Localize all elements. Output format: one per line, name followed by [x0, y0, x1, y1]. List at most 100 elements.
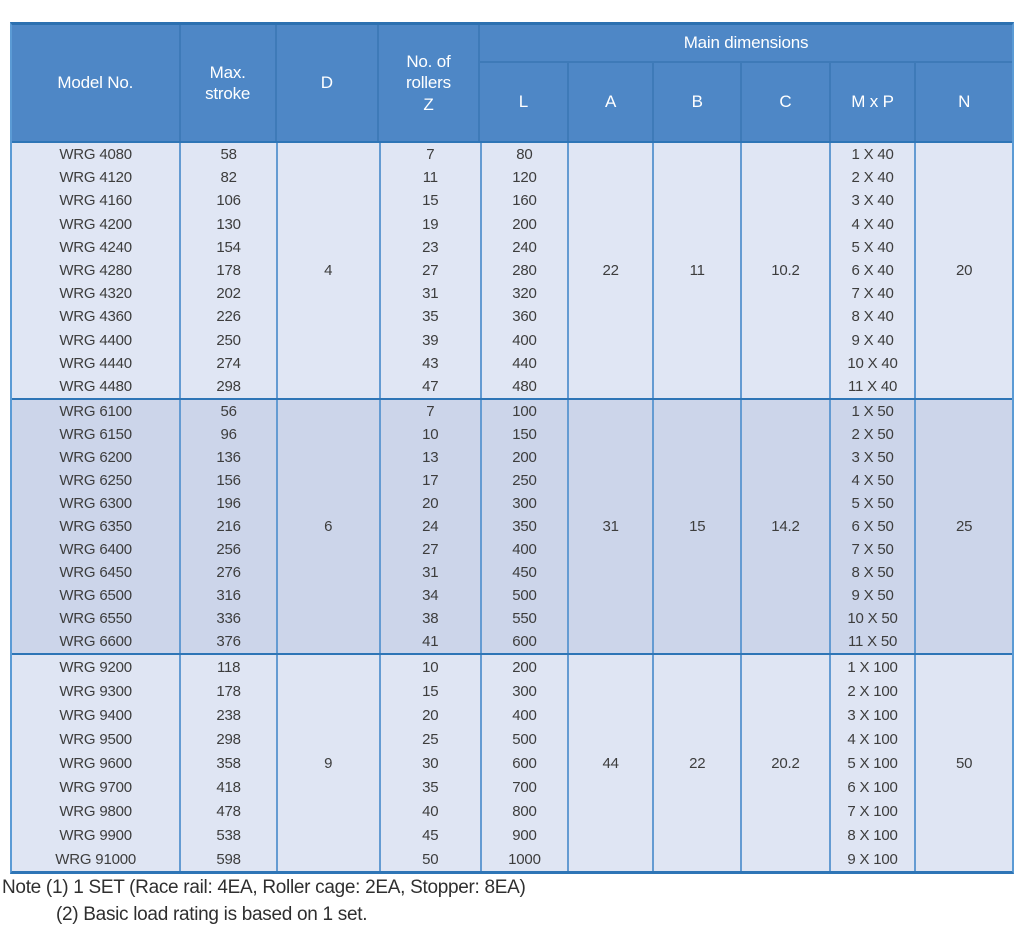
cell-l: 500 — [512, 730, 537, 748]
cell-l: 200 — [512, 658, 537, 676]
header-main-dimensions-label: Main dimensions — [683, 33, 809, 52]
cell-d: 9 — [324, 754, 333, 772]
cell-z: 20 — [422, 706, 439, 724]
cell-z: 41 — [422, 633, 439, 650]
cell-z: 19 — [422, 215, 439, 233]
cell-z: 7 — [426, 146, 435, 164]
table-body: WRG 4080 WRG 4120 WRG 4160 WRG 4200 WRG 4240… — [12, 141, 1012, 871]
cell-z: 10 — [422, 426, 439, 443]
table-group-2: WRG 6100 WRG 6150 WRG 6200 WRG 6250 WRG 6300… — [12, 398, 1012, 653]
header-a: A — [566, 63, 653, 141]
cell-stroke: 154 — [216, 238, 241, 256]
header-n: N — [914, 63, 1012, 141]
cell-model: WRG 4440 — [59, 354, 132, 372]
cell-z: 34 — [422, 587, 439, 604]
column-stroke: 118 178 238 298 358 418 478 538 598 — [179, 655, 276, 871]
cell-stroke: 178 — [216, 682, 241, 700]
cell-mxp: 4 X 100 — [847, 730, 898, 748]
column-mxp: 1 X 100 2 X 100 3 X 100 4 X 100 5 X 100 6 X 1… — [828, 655, 915, 871]
note-line-1: Note (1) 1 SET (Race rail: 4EA, Roller c… — [2, 877, 526, 898]
column-stroke: 58 82 106 130 154 178 202 226 250 274 298 — [179, 143, 276, 398]
header-model-no-label: Model No. — [57, 73, 134, 93]
spec-table: Model No. Max. stroke D No. of rollers Z… — [10, 22, 1014, 874]
cell-mxp: 2 X 40 — [851, 169, 894, 187]
cell-model: WRG 6550 — [59, 610, 132, 627]
column-a: 22 — [566, 143, 653, 398]
cell-mxp: 4 X 50 — [851, 472, 894, 489]
header-mxp-label: M x P — [851, 92, 894, 111]
cell-model: WRG 4080 — [59, 146, 132, 164]
cell-model: WRG 4120 — [59, 169, 132, 187]
cell-stroke: 418 — [216, 778, 241, 796]
header-main-dimensions-group: Main dimensions L A B C M x P N — [478, 25, 1012, 141]
cell-mxp: 8 X 100 — [847, 826, 898, 844]
cell-stroke: 358 — [216, 754, 241, 772]
cell-stroke: 376 — [216, 633, 241, 650]
cell-l: 440 — [512, 354, 537, 372]
column-z: 7 10 13 17 20 24 27 31 34 38 41 — [378, 400, 481, 653]
cell-mxp: 3 X 50 — [851, 449, 894, 466]
cell-l: 800 — [512, 802, 537, 820]
cell-z: 20 — [422, 495, 439, 512]
header-l: L — [480, 63, 567, 141]
column-d: 6 — [275, 400, 379, 653]
cell-z: 25 — [422, 730, 439, 748]
cell-stroke: 196 — [216, 495, 241, 512]
cell-a: 22 — [602, 262, 619, 279]
cell-model: WRG 9900 — [59, 826, 132, 844]
column-model: WRG 9200 WRG 9300 WRG 9400 WRG 9500 WRG 9600… — [12, 655, 179, 871]
header-z-line3: Z — [423, 94, 434, 114]
cell-z: 13 — [422, 449, 439, 466]
cell-stroke: 56 — [220, 403, 237, 420]
header-d: D — [274, 25, 377, 141]
table-header: Model No. Max. stroke D No. of rollers Z… — [12, 25, 1012, 141]
column-z: 7 11 15 19 23 27 31 35 39 43 47 — [378, 143, 481, 398]
column-n: 25 — [914, 400, 1012, 653]
cell-stroke: 178 — [216, 262, 241, 280]
cell-model: WRG 9400 — [59, 706, 132, 724]
cell-stroke: 250 — [216, 331, 241, 349]
column-z: 10 15 20 25 30 35 40 45 50 — [378, 655, 481, 871]
column-n: 20 — [914, 143, 1012, 398]
cell-mxp: 7 X 40 — [851, 285, 894, 303]
column-c: 20.2 — [740, 655, 829, 871]
cell-mxp: 10 X 40 — [847, 354, 898, 372]
cell-model: WRG 9500 — [59, 730, 132, 748]
header-z-line2: rollers — [405, 73, 451, 93]
cell-l: 200 — [512, 215, 537, 233]
cell-n: 25 — [956, 518, 973, 535]
cell-stroke: 130 — [216, 215, 241, 233]
cell-model: WRG 4320 — [59, 285, 132, 303]
cell-model: WRG 6100 — [59, 403, 132, 420]
cell-a: 31 — [602, 518, 619, 535]
cell-z: 43 — [422, 354, 439, 372]
cell-l: 200 — [512, 449, 537, 466]
header-d-label: D — [320, 73, 333, 93]
cell-l: 120 — [512, 169, 537, 187]
cell-stroke: 316 — [216, 587, 241, 604]
cell-l: 300 — [512, 495, 537, 512]
cell-mxp: 7 X 50 — [851, 541, 894, 558]
column-l: 80 120 160 200 240 280 320 360 400 440 480 — [480, 143, 567, 398]
cell-z: 15 — [422, 192, 439, 210]
cell-model: WRG 9200 — [59, 658, 132, 676]
cell-z: 7 — [426, 403, 435, 420]
header-b: B — [652, 63, 740, 141]
column-d: 9 — [275, 655, 379, 871]
column-b: 15 — [652, 400, 740, 653]
cell-model: WRG 6300 — [59, 495, 132, 512]
cell-l: 500 — [512, 587, 537, 604]
cell-model: WRG 4360 — [59, 308, 132, 326]
header-b-label: B — [691, 92, 703, 111]
cell-l: 700 — [512, 778, 537, 796]
cell-model: WRG 6200 — [59, 449, 132, 466]
cell-z: 11 — [422, 169, 438, 187]
cell-mxp: 7 X 100 — [847, 802, 898, 820]
cell-n: 20 — [956, 262, 973, 279]
cell-z: 27 — [422, 262, 439, 280]
column-n: 50 — [914, 655, 1012, 871]
table-group-1: WRG 4080 WRG 4120 WRG 4160 WRG 4200 WRG 4240… — [12, 141, 1012, 398]
header-z-line1: No. of — [406, 52, 451, 72]
cell-z: 23 — [422, 238, 439, 256]
